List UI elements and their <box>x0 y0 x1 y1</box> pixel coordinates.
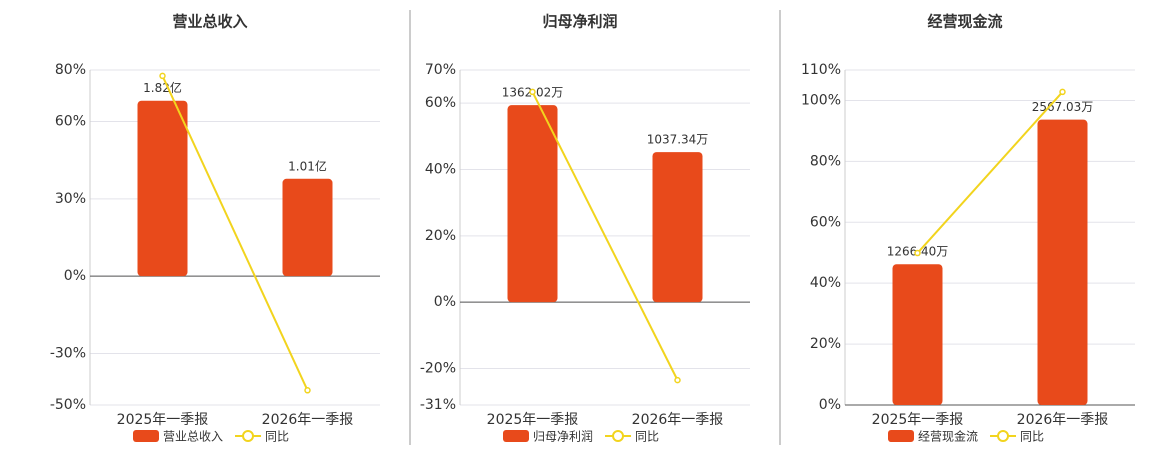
line-point <box>304 387 311 394</box>
y-tick-label: 20% <box>425 228 456 244</box>
y-tick-label: 70% <box>425 62 456 78</box>
value-label: 1037.34万 <box>647 133 709 147</box>
bar <box>282 178 333 277</box>
line-point <box>529 88 536 96</box>
y-tick-label: -20% <box>420 361 456 377</box>
x-tick-label: 2025年一季报 <box>487 412 579 428</box>
y-tick-label: 100% <box>801 92 841 108</box>
y-tick-label: 80% <box>810 153 841 169</box>
line-point <box>914 249 921 257</box>
y-tick-label: 0% <box>64 268 86 284</box>
y-tick-label: 0% <box>434 294 456 310</box>
line <box>531 91 679 381</box>
line-point <box>674 376 681 384</box>
y-tick-label: 0% <box>819 397 841 413</box>
value-label: 2567.03万 <box>1032 100 1094 114</box>
y-tick-label: -50% <box>50 397 86 413</box>
y-tick-label: 30% <box>55 191 86 207</box>
y-tick-label: -30% <box>50 345 86 361</box>
value-label: 1.82亿 <box>143 80 182 95</box>
line-point <box>159 72 166 80</box>
legend-label: 同比 <box>635 430 659 444</box>
legend-label: 同比 <box>1020 430 1044 444</box>
chart-title: 归母净利润 <box>542 13 617 31</box>
legend-swatch <box>888 430 914 442</box>
line <box>916 91 1064 254</box>
legend-swatch <box>997 430 1010 442</box>
chart-title: 经营现金流 <box>927 13 1002 31</box>
legend-swatch <box>503 430 529 442</box>
x-tick-label: 2025年一季报 <box>117 412 209 428</box>
legend-swatch <box>612 430 625 442</box>
legend-label: 归母净利润 <box>533 430 593 444</box>
legend-label: 同比 <box>265 430 289 444</box>
y-tick-label: 40% <box>425 162 456 178</box>
x-tick-label: 2026年一季报 <box>262 412 354 428</box>
legend-swatch <box>133 430 159 442</box>
y-tick-label: 40% <box>810 275 841 291</box>
x-tick-label: 2026年一季报 <box>632 412 724 428</box>
x-tick-label: 2025年一季报 <box>872 412 964 428</box>
bar <box>652 152 703 303</box>
y-tick-label: 80% <box>55 62 86 78</box>
legend-swatch <box>242 430 255 442</box>
y-tick-label: 60% <box>55 114 86 130</box>
bar <box>1037 119 1088 405</box>
y-tick-label: 60% <box>425 95 456 111</box>
bar <box>137 100 188 277</box>
legend-label: 营业总收入 <box>163 430 223 444</box>
bar <box>892 264 943 405</box>
y-tick-label: 60% <box>810 214 841 230</box>
bar <box>507 105 558 303</box>
line <box>161 75 309 391</box>
line-point <box>1059 88 1066 96</box>
y-tick-label: 20% <box>810 336 841 352</box>
value-label: 1.01亿 <box>288 158 327 173</box>
x-tick-label: 2026年一季报 <box>1017 412 1109 428</box>
legend-label: 经营现金流 <box>918 429 978 444</box>
chart-title: 营业总收入 <box>172 13 247 31</box>
y-tick-label: -31% <box>420 397 456 413</box>
y-tick-label: 110% <box>801 62 841 78</box>
